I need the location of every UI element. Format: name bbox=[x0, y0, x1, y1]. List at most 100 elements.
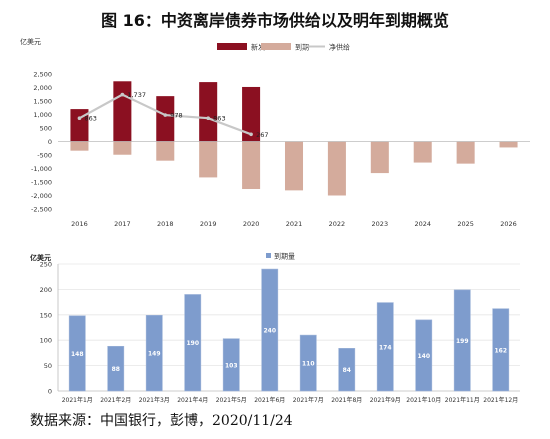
x-tick-label: 2020 bbox=[243, 220, 260, 228]
x-tick-label: 2018 bbox=[157, 220, 174, 228]
data-label-2021年11月: 199 bbox=[456, 338, 469, 345]
y-tick-label: 250 bbox=[40, 261, 52, 269]
data-label-2021年10月: 140 bbox=[417, 353, 430, 360]
y-tick-label: 0 bbox=[48, 388, 52, 396]
bar-maturity-2019 bbox=[199, 141, 218, 178]
y-tick-label: 150 bbox=[40, 311, 52, 319]
net-supply-label-2019: 863 bbox=[213, 115, 225, 123]
bar-2021年8月 bbox=[338, 348, 356, 392]
x-tick-label: 2016 bbox=[71, 220, 88, 228]
net-supply-point-2017 bbox=[120, 92, 125, 97]
net-supply-label-2018: 978 bbox=[170, 112, 182, 120]
data-label-2021年6月: 240 bbox=[263, 328, 276, 335]
data-label-2021年8月: 84 bbox=[343, 367, 351, 374]
bar-new-2019 bbox=[199, 82, 218, 142]
x-tick-label: 2021年11月 bbox=[445, 396, 480, 404]
unit-label: 亿美元 bbox=[20, 37, 41, 46]
data-label-2021年2月: 88 bbox=[112, 366, 120, 373]
x-tick-label: 2021年7月 bbox=[293, 396, 324, 404]
legend-label-maturity: 到期 bbox=[295, 44, 309, 52]
bar-maturity-2022 bbox=[327, 141, 346, 196]
legend-swatch-maturity bbox=[261, 43, 291, 50]
net-supply-label-2020: 267 bbox=[256, 131, 268, 139]
y-tick-label: 2,500 bbox=[33, 71, 52, 79]
data-label-2021年5月: 103 bbox=[225, 362, 238, 369]
bar-new-2016 bbox=[70, 109, 89, 142]
y-tick-label: -500 bbox=[37, 152, 52, 160]
bar-maturity-2023 bbox=[370, 141, 389, 174]
bar-2021年2月 bbox=[107, 345, 125, 392]
bar-maturity-2017 bbox=[113, 141, 132, 155]
x-tick-label: 2021年1月 bbox=[62, 396, 93, 404]
data-label-2021年7月: 110 bbox=[302, 361, 315, 368]
bar-maturity-2026 bbox=[499, 141, 518, 148]
x-tick-label: 2021年5月 bbox=[216, 396, 247, 404]
bar-2021年12月 bbox=[492, 308, 510, 392]
x-tick-label: 2026 bbox=[500, 220, 517, 228]
y-tick-label: 100 bbox=[40, 337, 52, 345]
y-tick-label: -2,500 bbox=[31, 206, 52, 214]
bar-maturity-2021 bbox=[284, 141, 304, 191]
bar-2021年6月 bbox=[261, 268, 279, 392]
legend-label-maturity: 到期量 bbox=[274, 253, 295, 261]
x-tick-label: 2021年2月 bbox=[100, 396, 131, 404]
bar-maturity-2024 bbox=[413, 141, 432, 163]
x-tick-label: 2019 bbox=[200, 220, 217, 228]
x-tick-label: 2021年3月 bbox=[139, 396, 170, 404]
source-note: 数据来源：中国银行，彭博，2020/11/24 bbox=[30, 413, 293, 429]
bar-maturity-2020 bbox=[242, 141, 261, 190]
y-tick-label: 50 bbox=[44, 362, 52, 370]
bar-new-2018 bbox=[156, 96, 175, 142]
x-tick-label: 2021年6月 bbox=[254, 396, 285, 404]
maturity-chart: 亿美元 到期量 0 50 100 150 200 250 148 2021年1月 88 2021年2月… bbox=[30, 253, 520, 404]
x-tick-label: 2021年9月 bbox=[370, 396, 401, 404]
x-tick-label: 2021 bbox=[286, 220, 303, 228]
bar-2021年5月 bbox=[222, 338, 240, 392]
bar-maturity-2025 bbox=[456, 141, 475, 164]
net-supply-point-2016 bbox=[77, 116, 82, 120]
y-tick-label: -1,000 bbox=[31, 165, 52, 173]
y-tick-label: 1,500 bbox=[33, 98, 52, 106]
x-tick-label: 2021年12月 bbox=[483, 396, 518, 404]
bar-2021年10月 bbox=[415, 319, 433, 392]
net-supply-point-2020 bbox=[249, 132, 253, 137]
data-label-2021年12月: 162 bbox=[494, 347, 507, 354]
net-supply-label-2017: 1,737 bbox=[127, 91, 146, 99]
x-tick-label: 2017 bbox=[114, 220, 131, 228]
legend-label-net: 净供给 bbox=[329, 43, 350, 52]
x-tick-label: 2022 bbox=[329, 220, 346, 228]
data-label-2021年9月: 174 bbox=[379, 344, 392, 351]
bar-2021年11月 bbox=[453, 289, 471, 392]
unit-label: 亿美元 bbox=[30, 253, 51, 262]
figure-title: 图 16：中资离岸债券市场供给以及明年到期概览 bbox=[101, 11, 449, 30]
data-label-2021年1月: 148 bbox=[71, 351, 84, 358]
bar-2021年9月 bbox=[376, 302, 394, 392]
legend-label-new: 新发 bbox=[251, 43, 265, 52]
x-tick-label: 2021年8月 bbox=[331, 396, 362, 404]
data-label-2021年4月: 190 bbox=[186, 340, 199, 347]
bar-maturity-2018 bbox=[156, 141, 175, 161]
y-tick-label: -2,000 bbox=[31, 192, 52, 200]
legend-swatch-new bbox=[217, 43, 247, 50]
y-tick-label: 200 bbox=[40, 286, 52, 294]
y-tick-label: 2,000 bbox=[33, 84, 52, 92]
legend-swatch-maturity bbox=[266, 253, 271, 258]
bar-2021年7月 bbox=[299, 334, 317, 392]
x-tick-label: 2025 bbox=[457, 220, 474, 228]
y-tick-label: 0 bbox=[48, 138, 52, 146]
net-supply-point-2018 bbox=[163, 113, 168, 117]
bar-new-2020 bbox=[242, 86, 261, 142]
bar-maturity-2016 bbox=[70, 141, 89, 151]
y-tick-label: -1,500 bbox=[31, 179, 52, 187]
bar-2021年3月 bbox=[145, 315, 163, 392]
net-supply-label-2016: 863 bbox=[84, 115, 96, 123]
x-tick-label: 2021年10月 bbox=[406, 396, 441, 404]
y-tick-label: 1,000 bbox=[33, 111, 52, 119]
y-tick-label: 500 bbox=[40, 125, 52, 133]
bar-2021年1月 bbox=[68, 315, 86, 392]
x-tick-label: 2024 bbox=[414, 220, 431, 228]
bar-2021年4月 bbox=[184, 294, 202, 392]
x-tick-label: 2023 bbox=[372, 220, 389, 228]
net-supply-point-2019 bbox=[206, 116, 210, 120]
